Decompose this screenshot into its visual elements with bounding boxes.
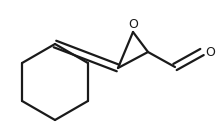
Text: O: O [128,18,138,30]
Text: O: O [205,45,215,58]
